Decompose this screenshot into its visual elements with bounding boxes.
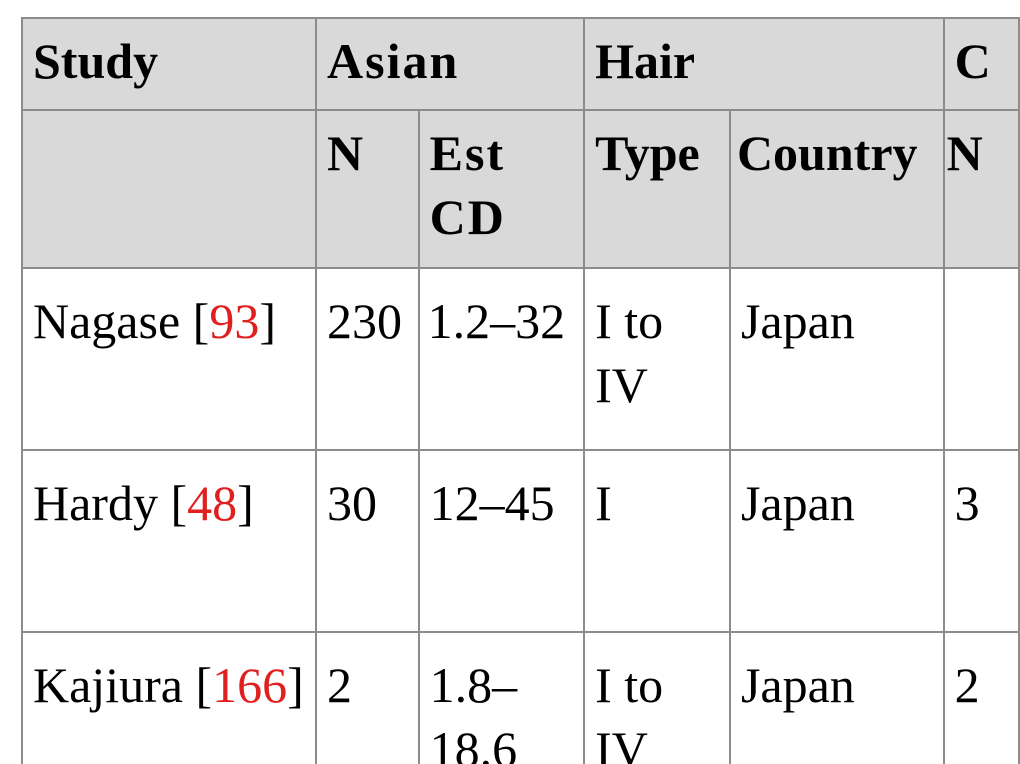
cell-est-cd: 12–45 (417, 449, 586, 633)
header-asian-n: N (315, 109, 420, 269)
cell-country: Japan (728, 449, 945, 633)
cell-n: 30 (315, 449, 420, 633)
header-asian: Asian (315, 17, 586, 111)
cell-next: 3 (942, 449, 1020, 633)
cell-next (942, 267, 1020, 451)
cell-est-cd: 1.2–32 (417, 267, 586, 451)
header-row-groups: Study Asian Hair C (20, 17, 1020, 111)
cell-study: Kajiura [166] (20, 631, 318, 764)
table-row: Nagase [93] 230 1.2–32 I to IV Japan (20, 267, 1020, 451)
study-table: Study Asian Hair C N Est CD Type Country… (20, 17, 1020, 764)
cell-n: 2 (315, 631, 420, 764)
table-row: Hardy [48] 30 12–45 I Japan 3 (20, 449, 1020, 633)
header-est-label: Est (429, 125, 506, 181)
header-study: Study (20, 17, 318, 111)
header-cd-label: CD (429, 189, 506, 245)
cell-type: I (583, 449, 731, 633)
reference-link[interactable]: 48 (187, 475, 238, 531)
header-hair-type: Type (583, 109, 731, 269)
cell-type: I to IV (583, 267, 731, 451)
header-hair-country: Country (728, 109, 945, 269)
cell-n: 230 (315, 267, 420, 451)
cell-country: Japan (728, 267, 945, 451)
cell-type: I to IV (583, 631, 731, 764)
reference-link[interactable]: 93 (209, 293, 260, 349)
header-next-n: N (942, 109, 1020, 269)
cell-study: Nagase [93] (20, 267, 318, 451)
cell-next: 2 (942, 631, 1020, 764)
reference-link[interactable]: 166 (212, 657, 288, 713)
cell-study: Hardy [48] (20, 449, 318, 633)
table-row: Kajiura [166] 2 1.8–18.6 I to IV Japan 2 (20, 631, 1020, 764)
cell-est-cd: 1.8–18.6 (417, 631, 586, 764)
header-hair: Hair (583, 17, 945, 111)
header-row-columns: N Est CD Type Country N (20, 109, 1020, 269)
header-next-group: C (942, 17, 1020, 111)
header-asian-est-cd: Est CD (417, 109, 586, 269)
header-blank (20, 109, 318, 269)
cell-country: Japan (728, 631, 945, 764)
